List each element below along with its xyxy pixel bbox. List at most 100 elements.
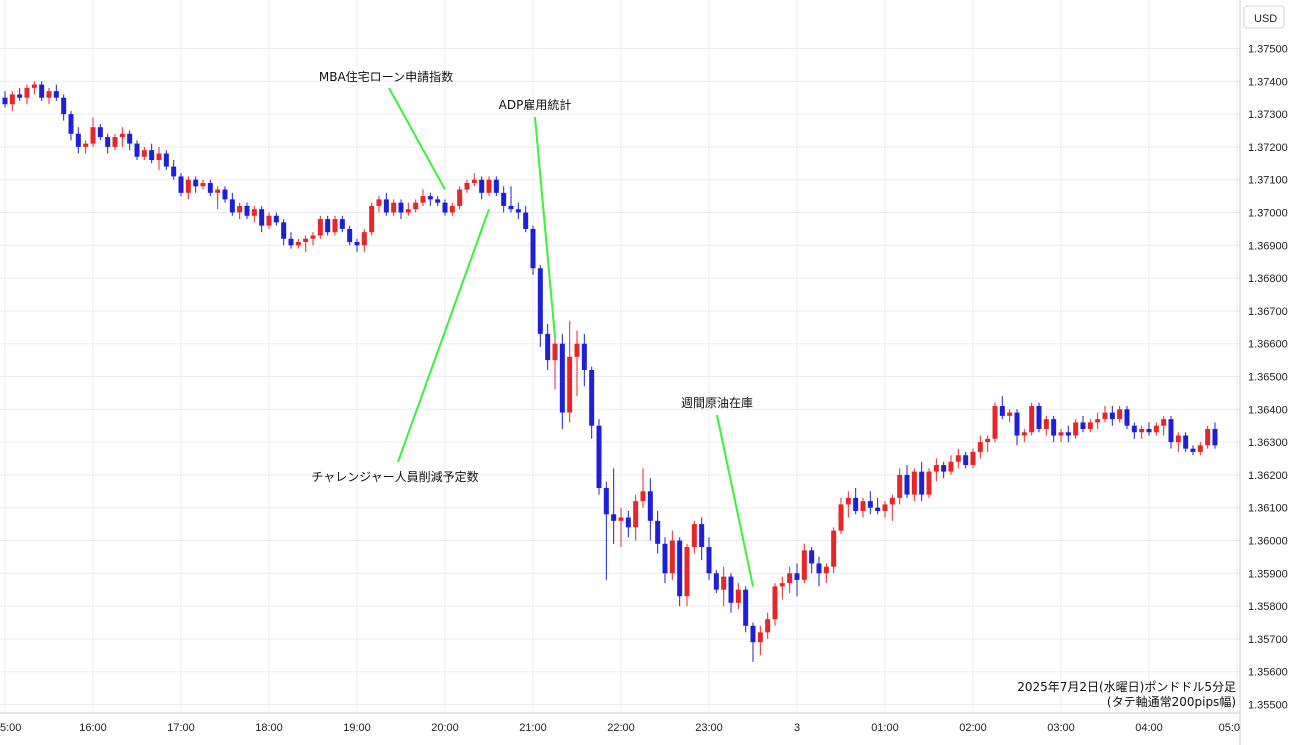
candle-body xyxy=(669,540,675,574)
candle xyxy=(9,91,15,111)
candle-body xyxy=(229,199,235,213)
candle xyxy=(691,520,697,554)
candle xyxy=(200,179,206,190)
candle xyxy=(735,583,741,610)
candle xyxy=(39,81,45,101)
candle-body xyxy=(845,497,851,505)
candle xyxy=(1021,428,1027,443)
candle xyxy=(1073,419,1079,439)
candle xyxy=(1029,402,1035,436)
candle-body xyxy=(655,520,661,544)
price-tick-label: 1.36300 xyxy=(1248,437,1288,449)
candle-body xyxy=(911,471,917,495)
candle xyxy=(398,199,404,220)
candle-body xyxy=(508,205,514,210)
candle xyxy=(1168,415,1174,449)
candle-body xyxy=(1014,412,1020,436)
time-tick-label: 05:0 xyxy=(1219,722,1240,734)
candle xyxy=(537,264,543,347)
candle-body xyxy=(1087,422,1093,429)
candle-body xyxy=(24,87,30,98)
candle xyxy=(889,494,895,521)
candle-body xyxy=(83,143,89,147)
candle-body xyxy=(787,573,793,584)
candle-body xyxy=(640,491,646,502)
candle-body xyxy=(1007,412,1013,416)
candle-body xyxy=(1197,445,1203,452)
candle xyxy=(310,232,316,246)
candle-body xyxy=(17,94,23,98)
candle xyxy=(581,333,587,387)
time-tick-label: 16:00 xyxy=(79,722,107,734)
candle-body xyxy=(471,179,477,183)
candle xyxy=(339,215,345,233)
candle-body xyxy=(1212,428,1218,446)
candle-body xyxy=(537,268,543,334)
candle xyxy=(897,468,903,505)
candle-body xyxy=(310,235,316,239)
candle xyxy=(853,488,859,515)
time-tick-label: 03:00 xyxy=(1047,722,1075,734)
candle-body xyxy=(134,143,140,157)
candle-body xyxy=(853,497,859,511)
candle xyxy=(1146,422,1152,436)
candle-body xyxy=(882,504,888,511)
candle xyxy=(963,451,969,469)
currency-badge-box xyxy=(1243,5,1285,29)
candle xyxy=(1065,425,1071,443)
price-tick-label: 1.35500 xyxy=(1248,700,1288,712)
price-tick-label: 1.36900 xyxy=(1248,240,1288,252)
price-tick-label: 1.37400 xyxy=(1248,76,1288,88)
candle xyxy=(662,537,668,584)
candle xyxy=(295,238,301,249)
candle xyxy=(222,186,228,203)
candle xyxy=(17,87,23,101)
candle xyxy=(1139,425,1145,439)
annotation-label: チャレンジャー人員削減予定数 xyxy=(311,469,478,484)
candle xyxy=(237,202,243,220)
time-axis[interactable]: 5:00 16:00 17:00 18:00 19:00 20:00 21:00 22:00 2… xyxy=(0,722,1240,734)
candle xyxy=(251,205,257,223)
candle xyxy=(31,81,37,95)
time-tick-label: 01:00 xyxy=(871,722,899,734)
candle-body xyxy=(1058,432,1064,436)
candle xyxy=(83,140,89,154)
candle xyxy=(354,238,360,252)
candle-body xyxy=(171,166,177,177)
candle xyxy=(831,527,837,574)
candle-body xyxy=(215,189,221,193)
candle xyxy=(325,215,331,236)
candle xyxy=(457,186,463,210)
candle xyxy=(376,196,382,213)
candle xyxy=(1051,415,1057,443)
candle xyxy=(860,497,866,518)
candle-body xyxy=(317,219,323,236)
candle xyxy=(757,625,763,656)
price-axis[interactable]: 1.37500 1.37400 1.37300 1.37200 1.37100 1.370… xyxy=(1248,44,1288,712)
candle xyxy=(552,337,558,390)
candle-body xyxy=(1161,419,1167,426)
candle xyxy=(867,491,873,515)
candle-body xyxy=(127,133,133,144)
candle xyxy=(46,87,52,105)
candle-body xyxy=(90,127,96,144)
annotation-label: MBA住宅ローン申請指数 xyxy=(319,69,453,84)
candle xyxy=(823,563,829,584)
candle xyxy=(1058,428,1064,443)
candle-body xyxy=(281,222,287,239)
candle xyxy=(765,612,771,639)
candle xyxy=(471,173,477,187)
candle-body xyxy=(867,501,873,508)
candle xyxy=(640,468,646,508)
candle xyxy=(119,127,125,147)
currency-badge[interactable]: USD xyxy=(1243,5,1285,29)
candle xyxy=(163,150,169,170)
price-tick-label: 1.35800 xyxy=(1248,601,1288,613)
candle-body xyxy=(589,369,595,426)
candle-body xyxy=(244,205,250,216)
candle-body xyxy=(662,543,668,574)
candle-body xyxy=(948,461,954,472)
candle xyxy=(53,84,59,101)
time-tick-label: 17:00 xyxy=(167,722,195,734)
